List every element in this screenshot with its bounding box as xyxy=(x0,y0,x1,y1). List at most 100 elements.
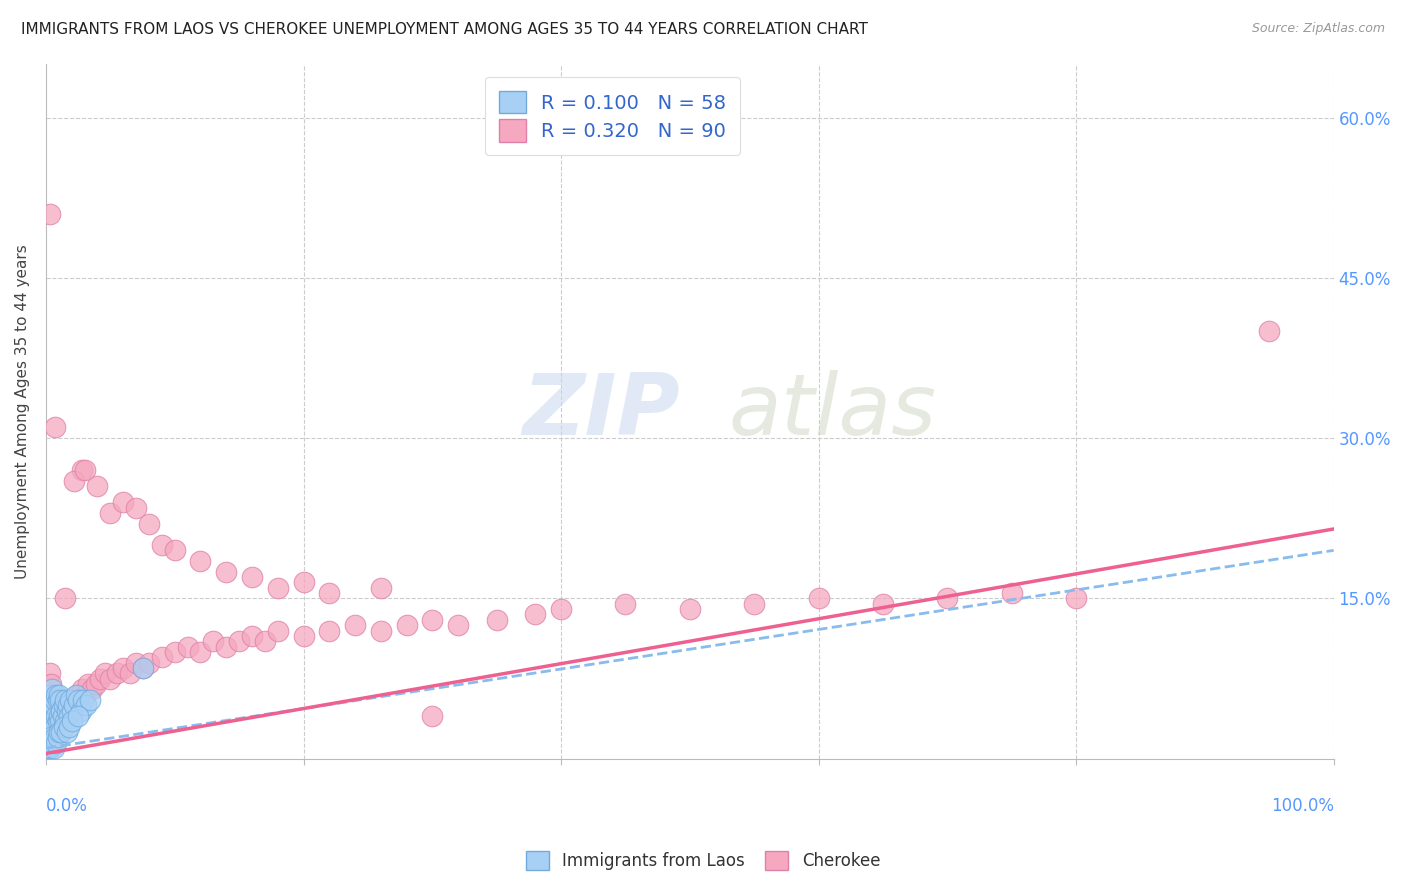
Point xyxy=(267,624,290,638)
Point xyxy=(420,709,443,723)
Point xyxy=(267,581,290,595)
Point xyxy=(41,725,63,739)
Point xyxy=(38,207,60,221)
Point xyxy=(44,720,66,734)
Point xyxy=(253,634,276,648)
Point xyxy=(41,736,63,750)
Point xyxy=(163,645,186,659)
Point xyxy=(70,682,93,697)
Point xyxy=(49,714,72,729)
Point xyxy=(69,693,91,707)
Point xyxy=(52,709,75,723)
Point xyxy=(53,704,76,718)
Point xyxy=(70,463,93,477)
Point xyxy=(51,725,73,739)
Point xyxy=(53,698,76,713)
Text: 100.0%: 100.0% xyxy=(1271,797,1334,815)
Legend: R = 0.100   N = 58, R = 0.320   N = 90: R = 0.100 N = 58, R = 0.320 N = 90 xyxy=(485,78,740,155)
Point xyxy=(38,720,60,734)
Point xyxy=(45,714,67,729)
Point xyxy=(48,709,70,723)
Point xyxy=(1258,324,1281,338)
Point xyxy=(98,672,121,686)
Point xyxy=(679,602,702,616)
Point xyxy=(39,698,62,713)
Point xyxy=(318,586,340,600)
Point xyxy=(39,677,62,691)
Point xyxy=(318,624,340,638)
Point xyxy=(75,698,97,713)
Point xyxy=(163,543,186,558)
Point xyxy=(77,677,100,691)
Point xyxy=(67,709,90,723)
Point xyxy=(46,714,69,729)
Point xyxy=(1001,586,1024,600)
Point xyxy=(41,704,63,718)
Point xyxy=(66,688,89,702)
Point xyxy=(94,666,117,681)
Point xyxy=(38,725,60,739)
Point xyxy=(138,656,160,670)
Point xyxy=(343,618,366,632)
Point xyxy=(42,720,65,734)
Point xyxy=(38,741,60,756)
Legend: Immigrants from Laos, Cherokee: Immigrants from Laos, Cherokee xyxy=(519,844,887,877)
Point xyxy=(72,693,94,707)
Point xyxy=(125,500,148,515)
Point xyxy=(370,581,392,595)
Point xyxy=(42,698,65,713)
Point xyxy=(292,575,315,590)
Point xyxy=(38,666,60,681)
Point xyxy=(58,709,80,723)
Text: Source: ZipAtlas.com: Source: ZipAtlas.com xyxy=(1251,22,1385,36)
Point xyxy=(53,693,76,707)
Point xyxy=(53,698,76,713)
Point xyxy=(37,731,59,745)
Point xyxy=(1064,591,1087,606)
Point xyxy=(63,693,86,707)
Point xyxy=(98,506,121,520)
Point xyxy=(46,731,69,745)
Point xyxy=(45,736,67,750)
Point xyxy=(45,709,67,723)
Point xyxy=(38,720,60,734)
Point xyxy=(125,656,148,670)
Point xyxy=(38,688,60,702)
Point xyxy=(79,693,101,707)
Point xyxy=(41,714,63,729)
Point xyxy=(485,613,508,627)
Point xyxy=(55,725,77,739)
Point xyxy=(73,688,96,702)
Point xyxy=(65,688,87,702)
Text: IMMIGRANTS FROM LAOS VS CHEROKEE UNEMPLOYMENT AMONG AGES 35 TO 44 YEARS CORRELAT: IMMIGRANTS FROM LAOS VS CHEROKEE UNEMPLO… xyxy=(21,22,868,37)
Point xyxy=(39,725,62,739)
Point xyxy=(51,704,73,718)
Point xyxy=(872,597,894,611)
Point xyxy=(176,640,198,654)
Point xyxy=(228,634,250,648)
Point xyxy=(550,602,572,616)
Point xyxy=(150,650,173,665)
Point xyxy=(742,597,765,611)
Point xyxy=(112,495,135,509)
Point xyxy=(44,709,66,723)
Point xyxy=(215,565,238,579)
Point xyxy=(60,704,83,718)
Point xyxy=(89,672,111,686)
Point xyxy=(84,677,107,691)
Point xyxy=(52,709,75,723)
Point xyxy=(614,597,637,611)
Point xyxy=(118,666,141,681)
Point xyxy=(38,725,60,739)
Point xyxy=(105,666,128,681)
Point xyxy=(63,474,86,488)
Point xyxy=(53,720,76,734)
Point xyxy=(524,607,547,622)
Point xyxy=(58,704,80,718)
Point xyxy=(420,613,443,627)
Point xyxy=(59,693,82,707)
Point xyxy=(44,693,66,707)
Text: atlas: atlas xyxy=(728,370,936,453)
Point xyxy=(202,634,225,648)
Point xyxy=(45,688,67,702)
